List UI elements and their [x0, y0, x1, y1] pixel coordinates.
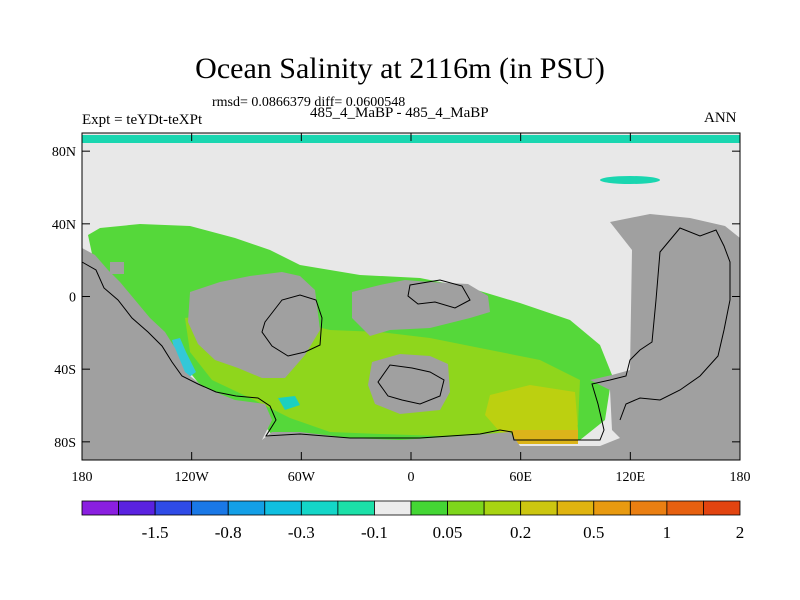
colorbar-swatch	[81, 500, 119, 516]
x-tick-label: 60E	[509, 470, 532, 485]
x-tick-label: 120W	[175, 470, 210, 485]
land-americas	[82, 248, 272, 440]
cyan-patch-arctic	[600, 176, 660, 184]
y-tick-label: 0	[69, 291, 76, 306]
y-tick-label: 40N	[52, 218, 76, 233]
colorbar-swatch	[520, 500, 558, 516]
colorbar-swatch	[118, 500, 156, 516]
colorbar-label: 1	[663, 523, 672, 542]
x-tick-label: 180	[72, 470, 93, 485]
colorbar-swatch	[629, 500, 668, 516]
colorbar-swatch	[593, 500, 631, 516]
cyan-patch-weddell	[278, 396, 300, 410]
x-tick-label: 180	[730, 470, 751, 485]
land-small-island	[110, 262, 124, 274]
x-tick-label: 60W	[288, 470, 316, 485]
colorbar-label: 0.5	[583, 523, 604, 542]
season-label: ANN	[704, 110, 737, 126]
x-tick-label: 0	[408, 470, 415, 485]
colorbar-swatch	[300, 500, 339, 516]
map-panel	[81, 132, 741, 461]
colorbar-swatch	[154, 500, 193, 516]
colorbar-label: -0.1	[361, 523, 388, 542]
land-africa	[352, 280, 490, 336]
colorbar-swatch	[191, 500, 229, 516]
colorbar-swatch	[703, 500, 741, 516]
y-tick-label: 80N	[52, 145, 76, 160]
colorbar-swatch	[337, 500, 375, 516]
yellow-field	[485, 385, 578, 436]
coastline-africa	[407, 279, 471, 309]
colorbar-label: -0.8	[215, 523, 242, 542]
colorbar-swatch	[483, 500, 522, 516]
coastline-southern-island	[377, 364, 445, 405]
stats-line: rmsd= 0.0866379 diff= 0.0600548	[212, 95, 406, 110]
colorbar-swatch	[556, 500, 595, 516]
colorbar-swatch	[374, 500, 412, 516]
axes: 180 120W 60W 0 60E 120E 180 80N 40N 0 40S 80S	[52, 133, 751, 485]
colorbar-label: 0.2	[510, 523, 531, 542]
y-tick-label: 80S	[54, 436, 76, 451]
colorbar-label: 0.05	[433, 523, 463, 542]
cyan-patch-chile	[172, 338, 196, 378]
chart-title: Ocean Salinity at 2116m (in PSU)	[195, 52, 605, 85]
y-tick-label: 40S	[54, 363, 76, 378]
case-label: 485_4_MaBP - 485_4_MaBP	[310, 105, 489, 121]
colorbar-swatch	[410, 500, 448, 516]
colorbar-swatch	[227, 500, 266, 516]
colorbar-swatch	[666, 500, 704, 516]
colorbar-label: -0.3	[288, 523, 315, 542]
colorbar-swatch	[447, 500, 485, 516]
coastline-americas	[81, 227, 731, 441]
colorbar-label: -1.5	[142, 523, 169, 542]
land-southern-island	[368, 354, 450, 414]
land-asia-australia	[590, 214, 740, 438]
land-antarctica	[82, 432, 740, 460]
orange-field	[512, 430, 578, 444]
colorbar-label: 2	[736, 523, 745, 542]
experiment-label: Expt = teYDt-teXPt	[82, 112, 203, 128]
coastline-south-america	[261, 294, 323, 357]
x-tick-label: 120E	[616, 470, 646, 485]
colorbar: -1.5 -0.8 -0.3 -0.1 0.05 0.2 0.5 1 2	[81, 500, 745, 542]
colorbar-swatch	[264, 500, 302, 516]
